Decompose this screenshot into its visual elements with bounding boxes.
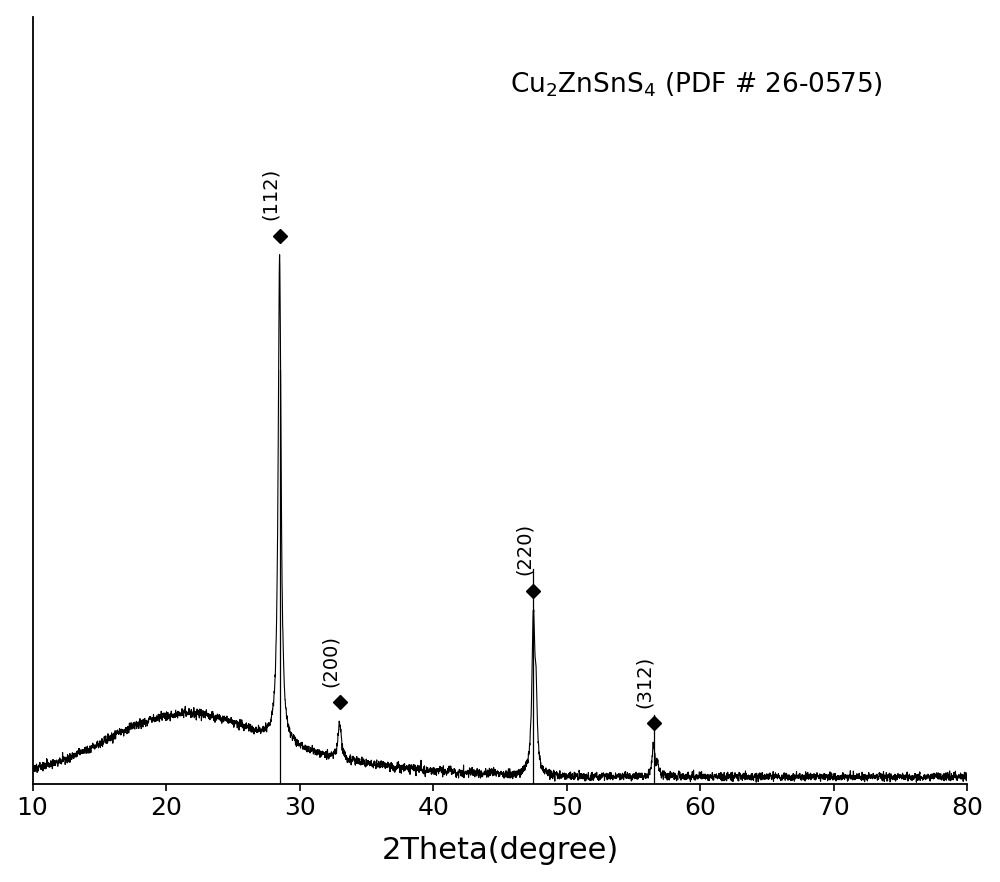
Text: (200): (200) <box>321 634 340 686</box>
Text: (112): (112) <box>261 168 280 220</box>
Text: (220): (220) <box>515 523 534 575</box>
Text: (312): (312) <box>635 655 654 707</box>
X-axis label: 2Theta(degree): 2Theta(degree) <box>381 836 619 865</box>
Text: Cu$_2$ZnSnS$_4$ (PDF # 26-0575): Cu$_2$ZnSnS$_4$ (PDF # 26-0575) <box>510 71 883 99</box>
